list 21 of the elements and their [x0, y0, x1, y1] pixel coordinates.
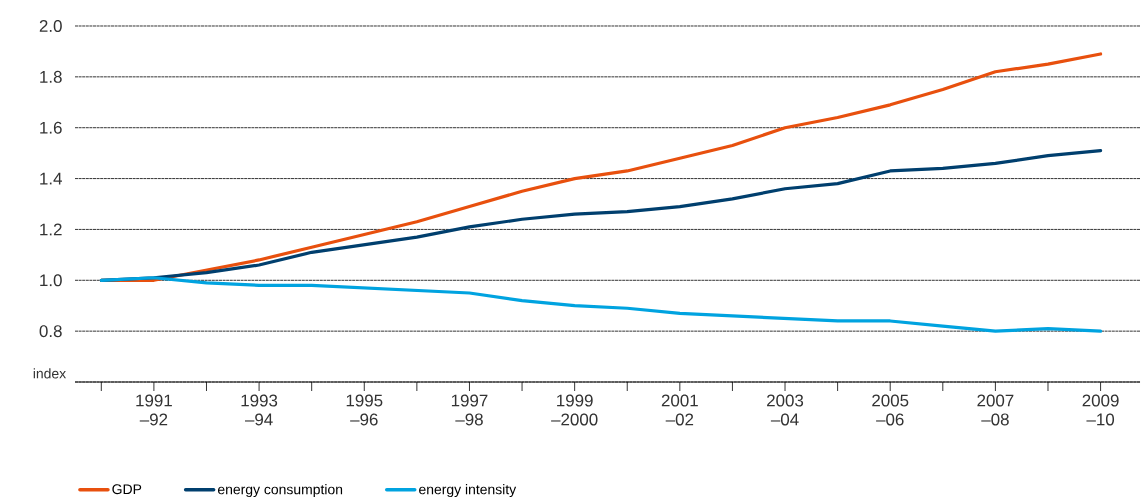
y-tick-label: 2.0 [39, 20, 62, 32]
x-tick-label: 2009 –10 [1082, 394, 1119, 426]
y-tick-label: 1.8 [40, 70, 62, 83]
x-tick-label: 2001 –02 [661, 394, 698, 426]
y-tick-label: 1.6 [40, 121, 62, 134]
x-tick-label: 1993 –94 [241, 394, 278, 426]
x-tick-label: 2005 –06 [872, 394, 909, 426]
legend-label: energy consumption [217, 484, 343, 498]
legend-label: GDP [112, 484, 142, 495]
legend-label: energy intensity [419, 484, 517, 498]
y-axis-title: index [33, 368, 66, 379]
x-tick-label: 1999 –2000 [551, 394, 598, 426]
y-tick-label: 1.2 [40, 223, 62, 236]
x-tick-label: 1995 –96 [346, 394, 383, 426]
y-tick-label: 0.8 [39, 325, 62, 338]
x-tick-label: 2007 –08 [977, 394, 1014, 426]
x-tick-label: 2003 –04 [767, 394, 804, 426]
x-tick-label: 1991 –92 [136, 394, 172, 426]
x-tick-label: 1997 –98 [451, 394, 488, 426]
y-tick-label: 1.4 [40, 172, 62, 185]
y-tick-label: 1.0 [40, 274, 62, 287]
